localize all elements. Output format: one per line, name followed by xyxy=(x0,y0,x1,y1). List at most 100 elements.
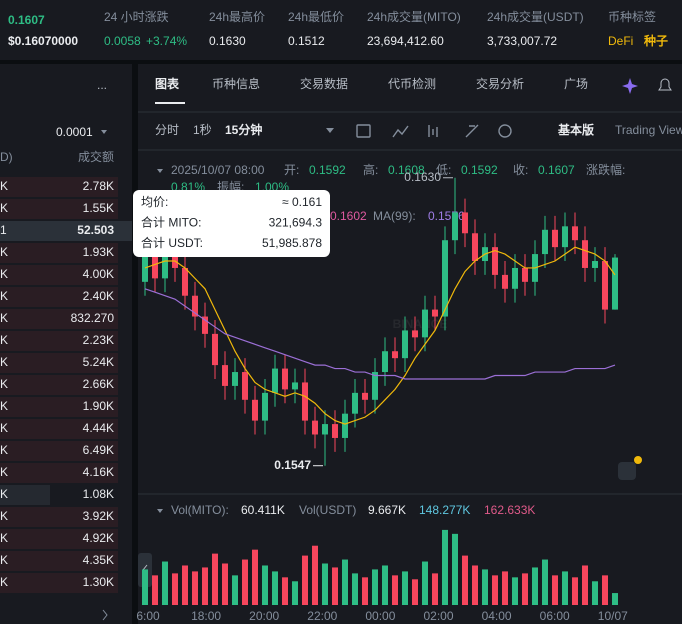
stat-value: 23,694,412.60 xyxy=(367,34,444,48)
row-left: K xyxy=(0,553,8,567)
vol-text: 9.667K xyxy=(368,503,406,517)
stat-label: 24h最低价 xyxy=(288,10,344,24)
candle-body xyxy=(592,261,598,268)
candle-body xyxy=(542,229,548,255)
volume-bar xyxy=(572,577,578,605)
stat-value: 0.1512 xyxy=(288,34,325,48)
candle-body xyxy=(292,382,298,390)
tag: DeFi xyxy=(608,34,633,48)
scroll-arrow[interactable] xyxy=(102,609,108,621)
tooltip-label: 合计 MITO: xyxy=(141,215,201,230)
volume-bar xyxy=(372,569,378,605)
badge-icon[interactable] xyxy=(618,462,636,480)
candle-body xyxy=(162,240,168,279)
row-left: K xyxy=(0,311,8,325)
mode[interactable]: 基本版 xyxy=(557,122,594,137)
row-amount: 1.55K xyxy=(83,201,114,215)
volume-bar xyxy=(332,567,338,605)
row-amount: 1.08K xyxy=(83,487,114,501)
volume-bar xyxy=(502,571,508,605)
tab[interactable]: 代币检测 xyxy=(388,76,436,91)
trading-view[interactable]: Trading View xyxy=(615,123,682,137)
collapse-arrow[interactable] xyxy=(157,169,163,173)
row-amount: 4.44K xyxy=(83,421,114,435)
row-amount: 2.23K xyxy=(83,333,114,347)
dropdown-arrow[interactable] xyxy=(101,130,107,134)
interval[interactable]: 分时 xyxy=(155,123,179,137)
candle-body xyxy=(382,351,388,373)
tab[interactable]: 币种信息 xyxy=(212,76,260,91)
volume-bar xyxy=(542,559,548,605)
candle-body xyxy=(612,257,618,310)
info-label: 低: xyxy=(436,163,451,177)
volume-bar xyxy=(442,529,448,605)
volume-bar xyxy=(222,563,228,605)
volume-bar xyxy=(342,559,348,605)
volume-bar xyxy=(322,563,328,605)
toolbar-icons[interactable] xyxy=(356,124,512,138)
row-left: K xyxy=(0,289,8,303)
ma-value: 0.1576 xyxy=(428,209,465,223)
tab[interactable]: 交易数据 xyxy=(300,76,348,91)
candle-body xyxy=(182,267,188,296)
volume-bar xyxy=(482,569,488,605)
info-label: 开: xyxy=(284,163,299,177)
depth-bar xyxy=(0,441,118,461)
interval[interactable]: 1秒 xyxy=(193,123,212,137)
volume-bar xyxy=(182,565,188,605)
volume-bar xyxy=(612,593,618,605)
candle-body xyxy=(552,229,558,248)
stat-label: 24h成交量(USDT) xyxy=(487,9,584,24)
interval[interactable]: 15分钟 xyxy=(225,122,262,137)
info-value: 0.1607 xyxy=(538,163,575,177)
row-amount: 5.24K xyxy=(83,355,114,369)
row-left: K xyxy=(0,421,8,435)
row-left: K xyxy=(0,509,8,523)
row-amount: 4.35K xyxy=(83,553,114,567)
candle-body xyxy=(262,392,268,421)
candle-body xyxy=(282,368,288,390)
tab[interactable]: 图表 xyxy=(155,76,180,91)
row-left: K xyxy=(0,333,8,347)
candle-body xyxy=(462,212,468,234)
ai-icon[interactable] xyxy=(622,78,638,94)
x-label: 20:00 xyxy=(249,609,279,623)
depth-bar xyxy=(0,265,118,285)
dropdown-arrow[interactable] xyxy=(326,128,334,133)
candle-body xyxy=(522,267,528,282)
header-bg xyxy=(0,0,682,60)
chart: BINANCE 2025/10/07 08:00 开: 0.1592 高: 0.1608 低… xyxy=(136,162,628,623)
info-date: 2025/10/07 08:00 xyxy=(171,163,265,177)
candle-body xyxy=(492,247,498,275)
tab[interactable]: 交易分析 xyxy=(476,76,524,91)
volume-bar xyxy=(452,533,458,605)
depth-bar xyxy=(0,375,118,395)
x-label: 10/07 xyxy=(598,609,628,623)
info-value: 0.1608 xyxy=(388,163,425,177)
ma-line xyxy=(144,246,616,425)
depth-bar xyxy=(0,485,50,505)
tag: 种子 xyxy=(643,33,668,48)
bell-icon[interactable] xyxy=(658,78,672,91)
depth-bar xyxy=(0,221,132,241)
row-left: K xyxy=(0,377,8,391)
candle-body xyxy=(572,226,578,241)
depth-bar xyxy=(0,573,118,593)
row-left: K xyxy=(0,465,8,479)
candle-body xyxy=(502,274,508,289)
low-annotation: 0.1547 xyxy=(274,458,311,472)
volume-bar xyxy=(552,575,558,605)
col-left: D) xyxy=(0,150,13,164)
ma-value: 0.1602 xyxy=(330,209,367,223)
tooltip-label: 合计 USDT: xyxy=(141,235,203,250)
tab[interactable]: 广场 xyxy=(564,77,588,91)
x-label: 6:00 xyxy=(136,609,160,623)
info-value: 0.1592 xyxy=(309,163,346,177)
volume-bar xyxy=(472,565,478,605)
candle-body xyxy=(362,392,368,400)
volume-bar xyxy=(242,559,248,605)
collapse-arrow[interactable] xyxy=(157,509,163,513)
x-label: 18:00 xyxy=(191,609,221,623)
tooltip-bg xyxy=(133,190,330,257)
row-left: K xyxy=(0,531,8,545)
